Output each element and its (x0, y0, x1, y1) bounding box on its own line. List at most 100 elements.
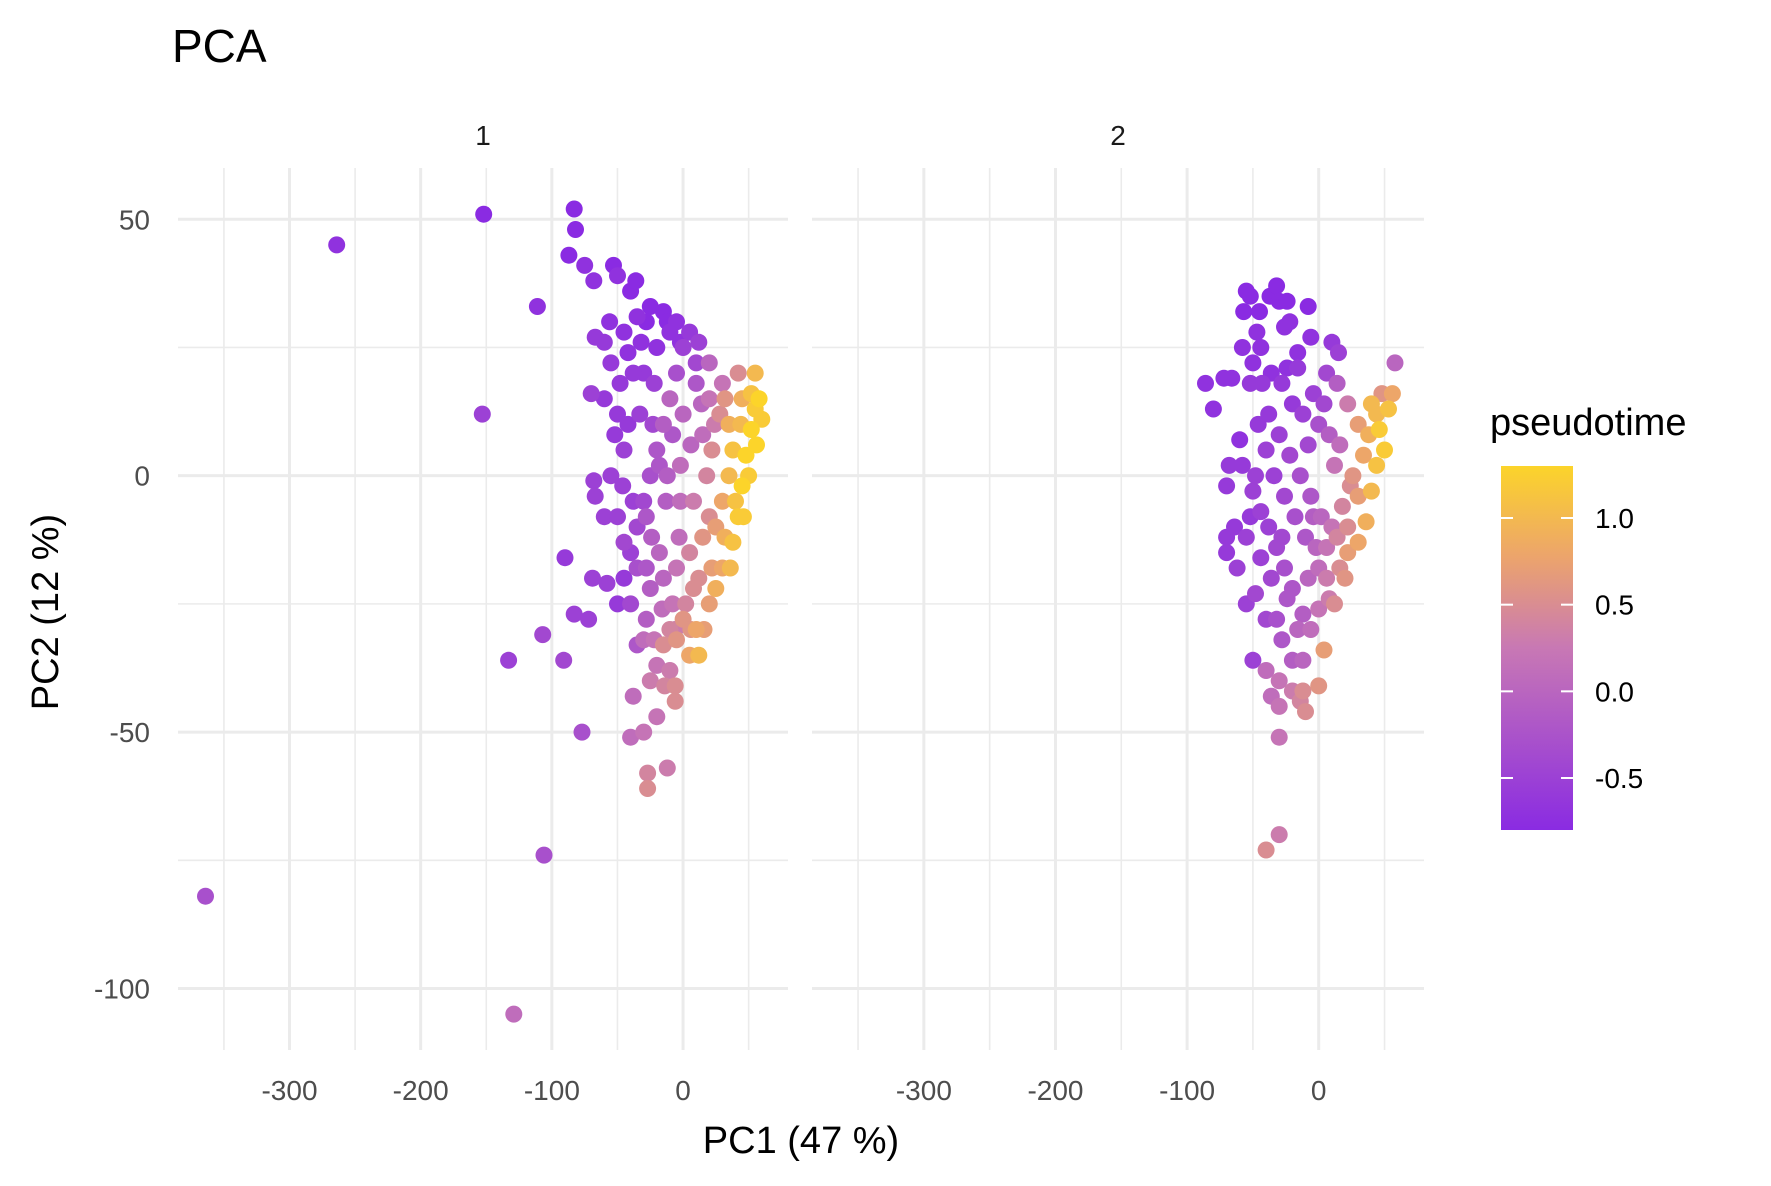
data-point (637, 508, 655, 526)
data-point (1318, 569, 1336, 587)
data-point (687, 374, 705, 392)
x-tick-label: -300 (896, 1075, 952, 1106)
data-point (671, 492, 689, 510)
data-point (1270, 728, 1288, 746)
data-point (1251, 303, 1268, 321)
data-point (1291, 467, 1309, 485)
data-point (1278, 590, 1296, 608)
data-point (473, 405, 491, 423)
data-point (1339, 544, 1357, 562)
data-point (1312, 508, 1330, 526)
data-point (682, 436, 700, 454)
data-point (1204, 400, 1222, 418)
data-point (658, 759, 676, 777)
data-point (595, 390, 613, 408)
data-point (668, 631, 685, 649)
data-point (635, 723, 653, 741)
data-point (1294, 605, 1312, 623)
y-tick-label: 0 (134, 461, 150, 492)
data-point (648, 441, 666, 459)
facet-strip-label: 1 (475, 120, 491, 151)
data-point (1260, 518, 1278, 536)
data-point (1299, 436, 1317, 454)
data-point (1299, 298, 1317, 315)
data-point (742, 421, 760, 438)
data-point (654, 569, 672, 587)
data-point (585, 472, 603, 490)
data-point (1318, 539, 1336, 556)
data-point (720, 467, 738, 485)
x-tick-label: 0 (1311, 1075, 1327, 1106)
data-point (556, 549, 574, 567)
data-point (641, 298, 659, 315)
data-point (1273, 374, 1291, 392)
data-point (713, 492, 731, 510)
data-point (1326, 456, 1343, 474)
data-point (627, 272, 645, 290)
data-point (602, 467, 620, 485)
data-point (746, 364, 764, 382)
data-point (674, 339, 692, 356)
data-point (585, 272, 603, 290)
data-point (624, 687, 642, 705)
data-point (664, 595, 682, 613)
data-point (637, 559, 655, 577)
data-point (1237, 528, 1255, 546)
data-point (1281, 446, 1299, 464)
data-point (1270, 697, 1288, 715)
data-point (1247, 585, 1264, 603)
data-point (637, 610, 655, 628)
data-point (615, 441, 633, 459)
data-point (635, 492, 653, 510)
data-point (1310, 600, 1328, 618)
data-point (641, 580, 659, 597)
facet-panel-2: 2 -300 -200 -100 0 (812, 120, 1424, 1106)
data-point (1289, 621, 1307, 638)
data-point (500, 651, 518, 669)
data-point (1320, 426, 1338, 444)
data-point (1294, 682, 1312, 700)
data-point (648, 339, 666, 356)
data-point (1276, 487, 1293, 505)
data-point (666, 677, 684, 695)
data-point (657, 492, 675, 510)
data-point (694, 426, 712, 444)
data-point (619, 344, 637, 362)
data-point (1228, 559, 1246, 577)
data-point (615, 323, 633, 341)
data-point (670, 528, 688, 546)
data-point (700, 595, 718, 613)
data-point (1299, 569, 1317, 587)
data-point (1218, 477, 1236, 495)
data-point (1270, 672, 1288, 690)
data-point (1286, 508, 1304, 526)
data-point (1294, 405, 1312, 423)
data-point (1355, 446, 1372, 464)
data-point (1268, 610, 1286, 628)
y-axis-title: PC2 (12 %) (25, 514, 67, 710)
data-point (1315, 395, 1333, 413)
data-point (1328, 374, 1346, 392)
data-point (1235, 303, 1253, 321)
data-point (565, 605, 583, 623)
data-point (1252, 549, 1270, 567)
data-point (1241, 374, 1259, 392)
data-point (639, 764, 657, 782)
data-point (628, 308, 646, 326)
x-tick-label: -200 (393, 1075, 449, 1106)
data-point (674, 405, 692, 423)
data-point (535, 846, 553, 864)
data-point (1331, 436, 1349, 454)
data-point (1252, 503, 1270, 521)
data-point (737, 446, 755, 464)
data-point (650, 544, 668, 562)
data-point (1368, 456, 1386, 474)
chart-title: PCA (172, 20, 267, 72)
data-point (567, 221, 584, 238)
data-point (724, 533, 742, 551)
data-point (685, 580, 702, 597)
data-point (1315, 641, 1333, 659)
data-point (1362, 482, 1380, 500)
data-point (1257, 841, 1275, 859)
